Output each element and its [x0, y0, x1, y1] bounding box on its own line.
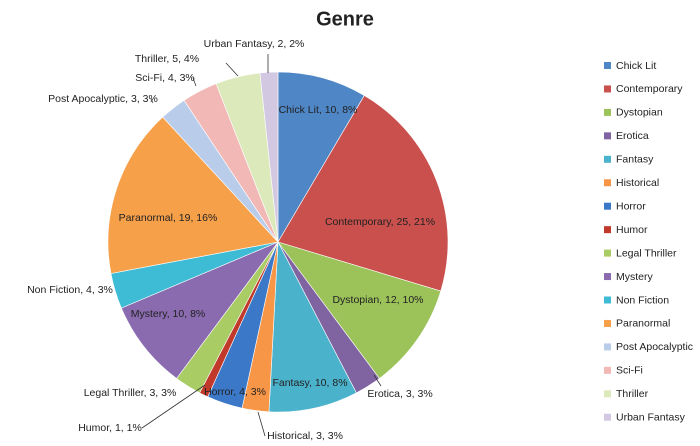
legend-swatch: [604, 202, 611, 210]
legend-swatch: [604, 296, 611, 304]
legend-swatch: [604, 343, 611, 351]
pie-slice: [107, 116, 279, 274]
legend-swatch: [604, 179, 611, 187]
leader-line: [373, 374, 382, 387]
legend-label: Humor: [616, 224, 648, 236]
legend-label: Urban Fantasy: [616, 412, 686, 424]
legend-label: Non Fiction: [616, 294, 669, 306]
legend-label: Paranormal: [616, 318, 670, 330]
pie-slice: [277, 95, 449, 292]
data-label: Erotica, 3, 3%: [367, 388, 432, 400]
legend-swatch: [604, 249, 611, 257]
legend-label: Thriller: [616, 388, 649, 400]
leader-line: [192, 77, 197, 87]
data-label: Chick Lit, 10, 8%: [279, 104, 358, 116]
data-label: Historical, 3, 3%: [267, 430, 343, 442]
data-label: Non Fiction, 4, 3%: [27, 284, 113, 296]
pie-slice: [259, 71, 279, 243]
legend-swatch: [604, 155, 611, 163]
pie-slice: [277, 71, 365, 244]
data-label: Mystery, 10, 8%: [131, 308, 206, 320]
legend-swatch: [604, 85, 611, 93]
legend-label: Chick Lit: [616, 60, 656, 72]
legend-label: Legal Thriller: [616, 247, 677, 259]
legend-label: Horror: [616, 200, 646, 212]
leader-line: [257, 411, 266, 437]
data-label: Paranormal, 19, 16%: [119, 212, 218, 224]
data-label: Fantasy, 10, 8%: [272, 377, 347, 389]
legend-swatch: [604, 390, 611, 398]
legend-label: Mystery: [616, 271, 654, 283]
leader-line: [150, 98, 154, 104]
data-label: Legal Thriller, 3, 3%: [84, 387, 177, 399]
pie-slice: [120, 241, 279, 379]
leader-line: [225, 62, 239, 77]
pie-slice: [277, 241, 442, 379]
legend-swatch: [604, 413, 611, 421]
legend-swatch: [604, 319, 611, 327]
data-label: Contemporary, 25, 21%: [325, 216, 435, 228]
data-label: Dystopian, 12, 10%: [332, 294, 423, 306]
legend-swatch: [604, 366, 611, 374]
legend-label: Erotica: [616, 130, 649, 142]
legend-label: Historical: [616, 177, 659, 189]
chart-title: Genre: [316, 8, 374, 30]
data-label: Horror, 4, 3%: [204, 386, 266, 398]
legend-swatch: [604, 273, 611, 281]
legend-swatch: [604, 132, 611, 140]
legend-label: Post Apocalyptic: [616, 341, 693, 353]
data-label: Sci-Fi, 4, 3%: [135, 72, 195, 84]
data-label: Post Apocalyptic, 3, 3%: [48, 93, 158, 105]
legend-label: Dystopian: [616, 107, 663, 119]
data-label: Thriller, 5, 4%: [135, 53, 199, 65]
data-label: Urban Fantasy, 2, 2%: [204, 38, 305, 50]
data-label: Humor, 1, 1%: [78, 422, 142, 434]
leader-line: [141, 384, 206, 429]
legend-label: Contemporary: [616, 83, 683, 95]
legend-label: Sci-Fi: [616, 365, 643, 377]
legend-label: Fantasy: [616, 154, 654, 166]
legend-swatch: [604, 226, 611, 234]
legend-swatch: [604, 62, 611, 69]
legend-swatch: [604, 108, 611, 116]
pie-slice: [268, 240, 357, 413]
